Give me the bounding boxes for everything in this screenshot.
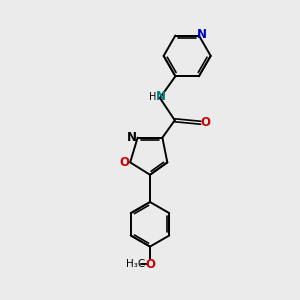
Text: O: O xyxy=(145,258,155,271)
Text: O: O xyxy=(201,116,211,129)
Text: H: H xyxy=(149,92,157,102)
Text: O: O xyxy=(119,156,129,169)
Text: N: N xyxy=(155,90,165,103)
Text: N: N xyxy=(126,131,136,144)
Text: N: N xyxy=(196,28,206,41)
Text: H₃C: H₃C xyxy=(125,260,145,269)
